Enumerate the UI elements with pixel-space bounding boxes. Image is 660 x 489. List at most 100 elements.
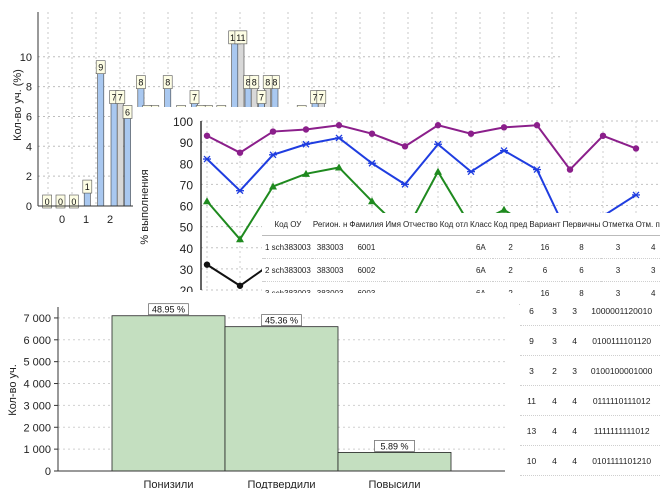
- results-chart-y-tick: 0: [45, 466, 51, 478]
- results-chart-y-tick: 1 000: [23, 444, 51, 456]
- results-chart-y-tick: 2 000: [23, 422, 51, 434]
- table-cell: 0111110111012: [592, 395, 651, 406]
- histogram-x-tick: 0: [59, 214, 65, 226]
- table-cell: 6: [528, 258, 562, 282]
- results-data-label-box: [261, 314, 302, 326]
- table-header-row: Код ОУ Регион. н Фамилия Имя Отчество Код отл…: [262, 213, 660, 236]
- histogram-data-label: 6: [125, 107, 130, 117]
- results-x-tick: Повысили: [369, 479, 421, 489]
- histogram-data-label: 9: [98, 63, 103, 73]
- table-header-cell: Фамилия: [348, 213, 385, 236]
- line-point: [203, 197, 211, 205]
- table-cell: 16: [528, 235, 562, 259]
- line-point: [335, 122, 343, 129]
- table-cell: 9: [529, 335, 534, 346]
- line-point: [302, 126, 310, 133]
- results-data-label: 45.36 %: [265, 316, 298, 326]
- results-x-tick: Понизили: [144, 479, 194, 489]
- line-point: [203, 155, 211, 163]
- line-chart-y-tick: 90: [180, 136, 194, 150]
- line-point: [401, 180, 409, 188]
- results-chart-axis: 0 1 000 2 000 3 000 4 000 5 000 6 000 7 000 Пони…: [23, 307, 505, 489]
- histogram-data-label-box: [234, 30, 248, 45]
- table-cell: 6002: [348, 258, 385, 282]
- histogram-data-label: 0: [58, 197, 63, 207]
- histogram-data-label: 7: [192, 93, 197, 103]
- line-point: [368, 197, 376, 205]
- table-header-cell: Отметка: [601, 213, 635, 236]
- table-cell: 10: [526, 455, 537, 466]
- table-cell: [384, 258, 402, 282]
- histogram-data-label: 7: [112, 93, 117, 103]
- line-point: [236, 149, 244, 156]
- histogram-data-label-box: [262, 75, 273, 89]
- table-cell: 3: [529, 365, 534, 376]
- table-header-cell: Регион. н: [311, 213, 349, 236]
- table-cell: [384, 235, 402, 259]
- line-point: [368, 130, 376, 137]
- table-row: 3 2 3 0100100001000: [520, 356, 660, 386]
- table-header-cell: Код пред: [492, 213, 529, 236]
- line-point: [236, 187, 244, 195]
- table-row: 11 4 4 0111110111012: [520, 386, 660, 416]
- histogram-y-tick: 10: [20, 52, 32, 64]
- histogram-data-label: 11: [236, 33, 245, 43]
- table-cell: 0100100001000: [590, 365, 653, 376]
- histogram-data-label-box: [189, 90, 200, 104]
- table-cell: 0100111101120: [592, 335, 652, 346]
- histogram-y-tick: 8: [26, 82, 32, 94]
- table-cell: 3: [552, 305, 557, 316]
- line-point: [236, 282, 244, 289]
- line-point: [599, 132, 607, 139]
- table-cell: 0101111101210: [592, 455, 652, 466]
- histogram-data-label: 1: [85, 182, 90, 192]
- histogram-data-label: 8: [272, 78, 277, 88]
- table-header-cell: Вариант: [528, 213, 562, 236]
- table-cell: 1111111111012: [593, 425, 650, 436]
- results-x-tick: Подтвердили: [247, 479, 315, 489]
- table-continuation: 6 3 3 1000001120010 9 3 4 0100111101120 3 2 3 01001…: [520, 296, 660, 476]
- line-point: [434, 140, 442, 148]
- line-point: [269, 182, 277, 190]
- histogram-data-label-box: [115, 90, 126, 104]
- histogram-data-label-box: [122, 105, 133, 119]
- line-point: [434, 122, 442, 129]
- histogram-data-label: 7: [259, 93, 264, 103]
- line-chart-y-tick: 70: [180, 178, 194, 192]
- table-cell: 1000001120010: [591, 305, 653, 316]
- line-point: [302, 169, 310, 177]
- histogram-data-label: 7: [313, 93, 318, 103]
- table-cell: 4: [572, 425, 578, 436]
- histogram-x-tick: 2: [107, 214, 113, 226]
- line-chart-y-tick: 100: [173, 115, 193, 129]
- results-chart-y-tick: 4 000: [23, 379, 51, 391]
- histogram-data-label: 8: [165, 78, 170, 88]
- results-data-label-box: [374, 440, 415, 452]
- table-cell: 6: [561, 258, 602, 282]
- table-header-cell: Имя: [384, 213, 402, 236]
- line-point: [533, 122, 541, 129]
- histogram-data-label: 8: [252, 78, 257, 88]
- line-chart-y-tick: 40: [180, 242, 194, 256]
- table-cell: 6А: [469, 258, 493, 282]
- table-cell: 1 sch383003: [264, 235, 312, 259]
- table-cell: 2: [492, 235, 529, 259]
- line-point: [467, 130, 475, 137]
- histogram-data-label-box: [256, 90, 267, 104]
- table-cell: 13: [526, 425, 537, 436]
- histogram-data-label: 8: [265, 78, 270, 88]
- histogram-data-label: 0: [71, 197, 76, 207]
- line-point: [500, 205, 508, 213]
- results-chart-y-tick: 6 000: [23, 335, 51, 347]
- table-row: 10 4 4 0101111101210: [520, 446, 660, 476]
- line-point: [203, 132, 211, 139]
- histogram-y-tick: 6: [26, 111, 32, 123]
- table-row: 1 sch38300338300360016А21683401001110120…: [262, 235, 660, 259]
- histogram-data-label-box: [95, 60, 106, 74]
- table-cell: 3: [634, 258, 660, 282]
- table-cell: 6: [529, 305, 534, 316]
- table-cell: 3: [601, 258, 635, 282]
- histogram-bar: [116, 101, 124, 207]
- histogram-x-tick: 1: [83, 214, 89, 226]
- histogram-data-label: 8: [138, 78, 143, 88]
